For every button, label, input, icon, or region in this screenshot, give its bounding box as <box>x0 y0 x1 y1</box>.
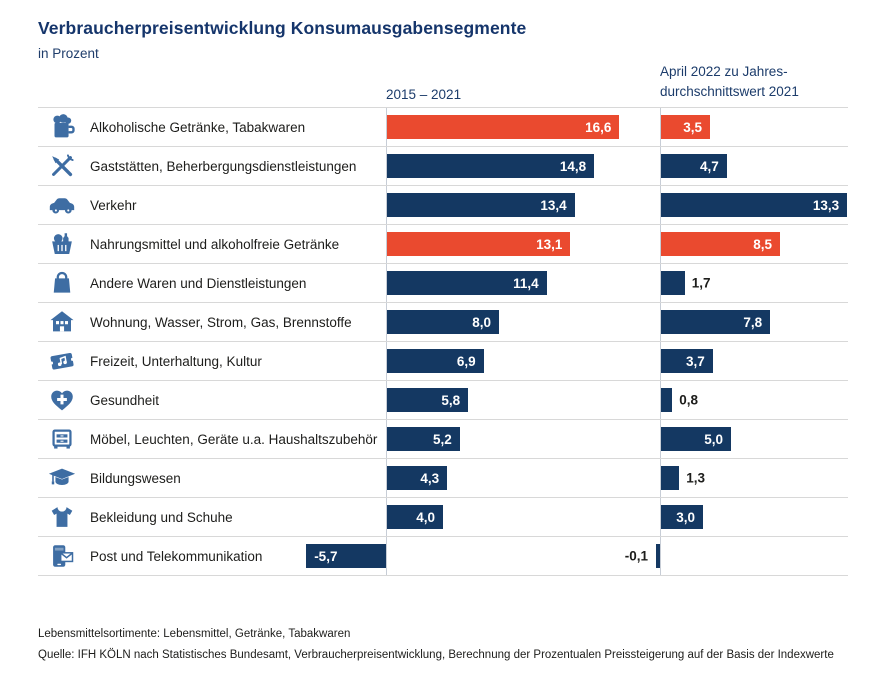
bar-chart-table: Alkoholische Getränke, Tabakwaren 16,6 3,5… <box>38 107 848 576</box>
source-note: Quelle: IFH KÖLN nach Statistisches Bund… <box>38 649 834 661</box>
beer-mug-icon <box>44 112 80 142</box>
subtitle: in Prozent <box>38 46 99 61</box>
bar-2015-2021: 11,4 <box>387 271 547 295</box>
bar-2015-2021: 5,2 <box>387 427 460 451</box>
segment-label: Gesundheit <box>90 392 160 408</box>
segment-label: Bekleidung und Schuhe <box>90 509 233 525</box>
value-label: 7,8 <box>743 314 763 330</box>
table-row: Bekleidung und Schuhe 4,0 3,0 <box>38 498 848 537</box>
axis-line-2015-2021 <box>386 108 387 576</box>
table-row: Gesundheit 5,8 0,8 <box>38 381 848 420</box>
segment-label: Möbel, Leuchten, Geräte u.a. Haushaltszu… <box>90 431 378 447</box>
table-row: Freizeit, Unterhaltung, Kultur 6,9 3,7 <box>38 342 848 381</box>
value-label: 8,0 <box>472 314 491 330</box>
value-label: 4,3 <box>420 470 440 486</box>
bar-april-2022: 4,7 <box>661 154 727 178</box>
ticket-music-icon <box>44 346 80 376</box>
t-shirt-icon <box>44 502 80 532</box>
segment-label: Wohnung, Wasser, Strom, Gas, Brennstoffe <box>90 314 352 330</box>
segment-label: Freizeit, Unterhaltung, Kultur <box>90 353 262 369</box>
value-label: 1,3 <box>686 470 705 486</box>
value-label: 0,8 <box>679 392 698 408</box>
column-header-april-2022: April 2022 zu Jahres- durchschnittswert … <box>660 62 799 103</box>
value-label: 5,8 <box>441 392 461 408</box>
footer-notes: Lebensmittelsortimente: Lebensmittel, Ge… <box>38 628 848 661</box>
bar-2015-2021: 8,0 <box>387 310 499 334</box>
segment-label: Post und Telekommunikation <box>90 548 263 564</box>
table-row: Wohnung, Wasser, Strom, Gas, Brennstoffe… <box>38 303 848 342</box>
table-row: Andere Waren und Dienstleistungen 11,4 1,7 <box>38 264 848 303</box>
bar-2015-2021: 4,0 <box>387 505 443 529</box>
value-label: 5,0 <box>704 431 723 447</box>
table-row: Möbel, Leuchten, Geräte u.a. Haushaltszu… <box>38 420 848 459</box>
value-label: 3,0 <box>676 509 695 525</box>
bar-april-2022: 8,5 <box>661 232 780 256</box>
bar-april-2022: 3,7 <box>661 349 713 373</box>
segment-label: Gaststätten, Beherbergungsdienstleistung… <box>90 158 357 174</box>
value-label: -5,7 <box>314 548 338 564</box>
column-header-2015-2021: 2015 – 2021 <box>386 87 462 102</box>
page-title: Verbraucherpreisentwicklung Konsumausgab… <box>38 18 527 38</box>
segment-label: Nahrungsmittel und alkoholfreie Getränke <box>90 236 340 252</box>
graduation-cap-icon <box>44 463 80 493</box>
value-label: 4,0 <box>416 509 435 525</box>
segment-label: Verkehr <box>90 197 137 213</box>
value-label: 16,6 <box>585 119 612 135</box>
table-row: Alkoholische Getränke, Tabakwaren 16,6 3,5 <box>38 108 848 147</box>
bar-april-2022 <box>661 388 673 412</box>
column-headers: 2015 – 2021 April 2022 zu Jahres- durchs… <box>38 61 848 107</box>
bar-2015-2021: 13,4 <box>387 193 575 217</box>
bar-2015-2021: 4,3 <box>387 466 448 490</box>
table-row: Gaststätten, Beherbergungsdienstleistung… <box>38 147 848 186</box>
bar-april-2022 <box>656 544 660 568</box>
bar-april-2022: 7,8 <box>661 310 771 334</box>
shopping-basket-icon <box>44 229 80 259</box>
shopping-bag-icon <box>44 268 80 298</box>
value-label: 8,5 <box>753 236 772 252</box>
value-label: 3,7 <box>686 353 705 369</box>
value-label: 6,9 <box>456 353 476 369</box>
segment-label: Andere Waren und Dienstleistungen <box>90 275 307 291</box>
footnote: Lebensmittelsortimente: Lebensmittel, Ge… <box>38 628 351 640</box>
bar-2015-2021: -5,7 <box>306 544 386 568</box>
bar-2015-2021: 16,6 <box>387 115 620 139</box>
bar-2015-2021: 5,8 <box>387 388 469 412</box>
bar-april-2022: 3,5 <box>661 115 710 139</box>
phone-mail-icon <box>44 541 80 571</box>
bar-april-2022: 5,0 <box>661 427 731 451</box>
value-label: 1,7 <box>691 275 711 291</box>
value-label: 5,2 <box>433 431 452 447</box>
cutlery-icon <box>44 151 80 181</box>
heart-cross-icon <box>44 385 80 415</box>
bar-april-2022: 3,0 <box>661 505 703 529</box>
value-label: 13,3 <box>812 197 840 213</box>
value-label: 13,1 <box>536 236 563 252</box>
bar-2015-2021: 13,1 <box>387 232 571 256</box>
bar-april-2022 <box>661 271 685 295</box>
table-row: Verkehr 13,4 13,3 <box>38 186 848 225</box>
house-icon <box>44 307 80 337</box>
infographic: Verbraucherpreisentwicklung Konsumausgab… <box>38 0 848 661</box>
bar-april-2022 <box>661 466 680 490</box>
bar-april-2022: 13,3 <box>661 193 848 217</box>
value-label: -0,1 <box>624 548 648 564</box>
value-label: 4,7 <box>700 158 719 174</box>
value-label: 3,5 <box>683 119 702 135</box>
bar-2015-2021: 6,9 <box>387 349 484 373</box>
axis-line-april-2022 <box>660 108 661 576</box>
column-header-april-2022-line1: April 2022 zu Jahres- <box>660 63 788 79</box>
column-header-april-2022-line2: durchschnittswert 2021 <box>660 83 799 99</box>
table-row: Bildungswesen 4,3 1,3 <box>38 459 848 498</box>
value-label: 14,8 <box>559 158 587 174</box>
table-row: Post und Telekommunikation -5,7 -0,1 <box>38 537 848 576</box>
bar-2015-2021: 14,8 <box>387 154 595 178</box>
car-icon <box>44 190 80 220</box>
value-label: 11,4 <box>513 275 539 291</box>
segment-label: Bildungswesen <box>90 470 181 486</box>
table-row: Nahrungsmittel und alkoholfreie Getränke… <box>38 225 848 264</box>
furniture-icon <box>44 424 80 454</box>
value-label: 13,4 <box>540 197 567 213</box>
segment-label: Alkoholische Getränke, Tabakwaren <box>90 119 306 135</box>
